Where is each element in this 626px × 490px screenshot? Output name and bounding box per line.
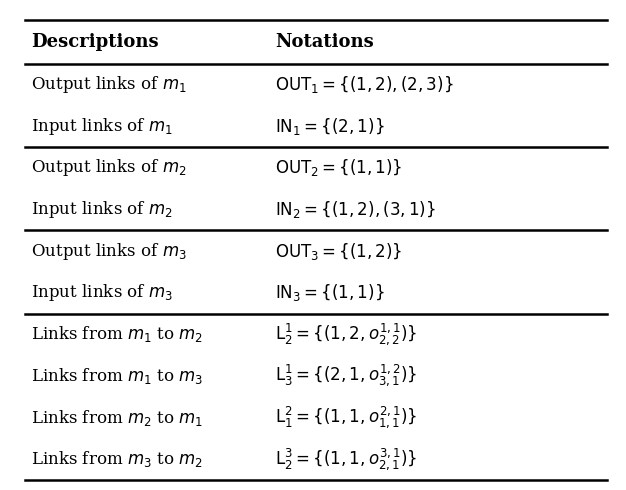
Text: $\mathsf{OUT}_1 = \{(1,2),(2,3)\}$: $\mathsf{OUT}_1 = \{(1,2),(2,3)\}$	[275, 74, 454, 95]
Text: Output links of $m_3$: Output links of $m_3$	[31, 241, 187, 262]
Text: $\mathsf{L}_2^1 = \{(1,2,o_{2,2}^{1,1})\}$: $\mathsf{L}_2^1 = \{(1,2,o_{2,2}^{1,1})\…	[275, 321, 418, 347]
Text: Input links of $m_1$: Input links of $m_1$	[31, 116, 173, 137]
Text: $\mathsf{OUT}_2 = \{(1,1)\}$: $\mathsf{OUT}_2 = \{(1,1)\}$	[275, 157, 403, 178]
Text: Links from $m_1$ to $m_3$: Links from $m_1$ to $m_3$	[31, 366, 203, 386]
Text: Notations: Notations	[275, 33, 374, 50]
Text: Links from $m_3$ to $m_2$: Links from $m_3$ to $m_2$	[31, 449, 203, 469]
Text: Output links of $m_1$: Output links of $m_1$	[31, 74, 187, 95]
Text: $\mathsf{L}_1^2 = \{(1,1,o_{1,1}^{2,1})\}$: $\mathsf{L}_1^2 = \{(1,1,o_{1,1}^{2,1})\…	[275, 405, 418, 431]
Text: Input links of $m_3$: Input links of $m_3$	[31, 282, 173, 303]
Text: $\mathsf{L}_2^3 = \{(1,1,o_{2,1}^{3,1})\}$: $\mathsf{L}_2^3 = \{(1,1,o_{2,1}^{3,1})\…	[275, 446, 418, 472]
Text: Descriptions: Descriptions	[31, 33, 159, 50]
Text: $\mathsf{OUT}_3 = \{(1,2)\}$: $\mathsf{OUT}_3 = \{(1,2)\}$	[275, 241, 403, 262]
Text: Input links of $m_2$: Input links of $m_2$	[31, 199, 173, 220]
Text: $\mathsf{L}_3^1 = \{(2,1,o_{3,1}^{1,2})\}$: $\mathsf{L}_3^1 = \{(2,1,o_{3,1}^{1,2})\…	[275, 363, 418, 389]
Text: $\mathsf{IN}_3 = \{(1,1)\}$: $\mathsf{IN}_3 = \{(1,1)\}$	[275, 282, 385, 303]
Text: $\mathsf{IN}_1 = \{(2,1)\}$: $\mathsf{IN}_1 = \{(2,1)\}$	[275, 116, 385, 137]
Text: Links from $m_1$ to $m_2$: Links from $m_1$ to $m_2$	[31, 324, 203, 344]
Text: $\mathsf{IN}_2 = \{(1,2),(3,1)\}$: $\mathsf{IN}_2 = \{(1,2),(3,1)\}$	[275, 199, 436, 220]
Text: Output links of $m_2$: Output links of $m_2$	[31, 157, 187, 178]
Text: Links from $m_2$ to $m_1$: Links from $m_2$ to $m_1$	[31, 408, 203, 428]
